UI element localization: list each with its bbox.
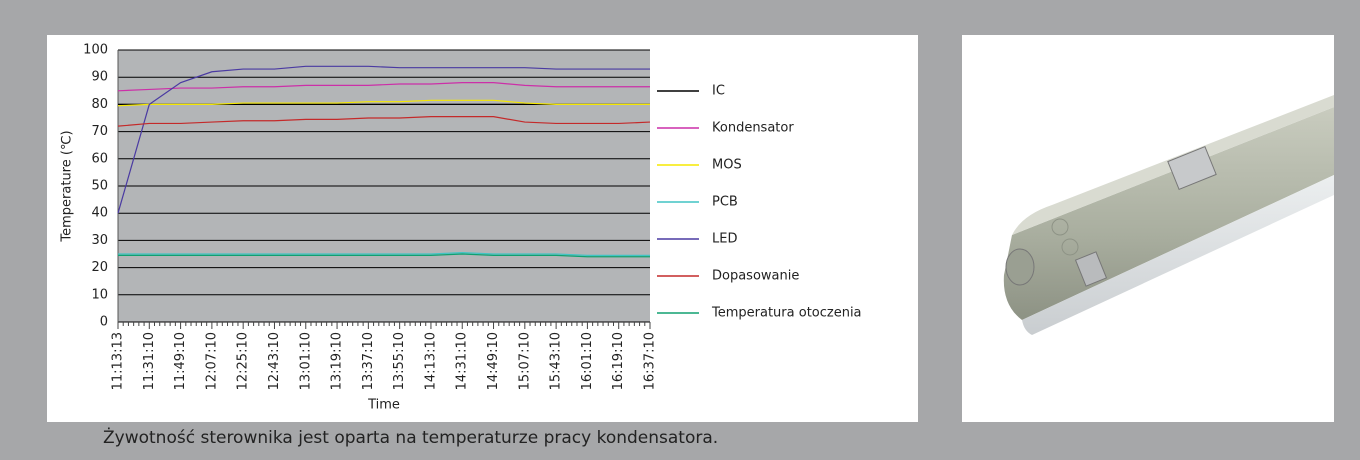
x-tick-label: 12:43:10 bbox=[267, 332, 282, 390]
product-photo bbox=[1003, 95, 1334, 335]
x-axis-label: Time bbox=[367, 398, 400, 413]
series-line bbox=[118, 252, 650, 256]
x-tick-label: 13:37:10 bbox=[361, 332, 376, 390]
caption: Żywotność sterownika jest oparta na temp… bbox=[103, 428, 719, 448]
series-line bbox=[118, 253, 650, 258]
x-tick-label: 11:13:13 bbox=[111, 332, 126, 390]
y-tick-label: 90 bbox=[91, 70, 108, 85]
legend-label: Dopasowanie bbox=[712, 269, 799, 284]
clip bbox=[1167, 145, 1217, 191]
series-line bbox=[117, 116, 651, 127]
knockout bbox=[1051, 218, 1069, 236]
x-tick-label: 13:01:10 bbox=[298, 332, 313, 390]
y-tick-label: 80 bbox=[91, 97, 108, 112]
knockout bbox=[1061, 238, 1079, 256]
x-tick-label: 12:07:10 bbox=[204, 332, 219, 390]
series-line bbox=[117, 82, 650, 92]
y-tick-label: 10 bbox=[91, 287, 108, 302]
chart: 0 10 20 30 40 50 60 70 80 90 100 11:13:13 11:31:10 11… bbox=[60, 43, 862, 413]
photo-panel bbox=[962, 35, 1334, 422]
y-tick-label: 40 bbox=[91, 206, 108, 221]
y-tick-label: 100 bbox=[83, 43, 108, 58]
legend-label: PCB bbox=[712, 195, 738, 210]
x-tick-label: 11:31:10 bbox=[142, 332, 157, 390]
clip bbox=[1074, 251, 1108, 287]
x-tick-label: 14:13:10 bbox=[423, 332, 438, 390]
x-tick-label: 15:43:10 bbox=[549, 332, 564, 390]
x-tick-label: 16:01:10 bbox=[580, 332, 595, 390]
x-tick-label: 13:19:10 bbox=[330, 332, 345, 390]
x-tick-label: 14:31:10 bbox=[455, 332, 470, 390]
y-axis-label: Temperature (℃) bbox=[60, 130, 75, 242]
x-tick-label: 13:55:10 bbox=[392, 332, 407, 390]
series-line bbox=[117, 65, 650, 214]
y-tick-label: 50 bbox=[91, 179, 108, 194]
series-line bbox=[117, 99, 650, 107]
legend-label: Kondensator bbox=[712, 121, 794, 136]
y-tick-label: 70 bbox=[91, 124, 108, 139]
y-tick-label: 60 bbox=[91, 151, 108, 166]
chart-panel: 0 10 20 30 40 50 60 70 80 90 100 11:13:13 11:31:10 11… bbox=[47, 35, 918, 422]
x-tick-label: 16:19:10 bbox=[611, 332, 626, 390]
legend-label: MOS bbox=[712, 158, 742, 173]
legend-label: LED bbox=[712, 232, 737, 247]
x-tick-label: 15:07:10 bbox=[517, 332, 532, 390]
x-tick-label: 12:25:10 bbox=[236, 332, 251, 390]
x-tick-label: 16:37:10 bbox=[643, 332, 658, 390]
y-tick-label: 0 bbox=[100, 315, 108, 330]
lamp-diffuser bbox=[1022, 175, 1334, 335]
y-tick-label: 20 bbox=[91, 260, 108, 275]
legend-label: Temperatura otoczenia bbox=[711, 306, 862, 321]
legend-label: IC bbox=[712, 84, 725, 99]
y-tick-label: 30 bbox=[91, 233, 108, 248]
cable-gland bbox=[1005, 248, 1035, 286]
x-tick-label: 14:49:10 bbox=[486, 332, 501, 390]
x-tick-label: 11:49:10 bbox=[173, 332, 188, 390]
